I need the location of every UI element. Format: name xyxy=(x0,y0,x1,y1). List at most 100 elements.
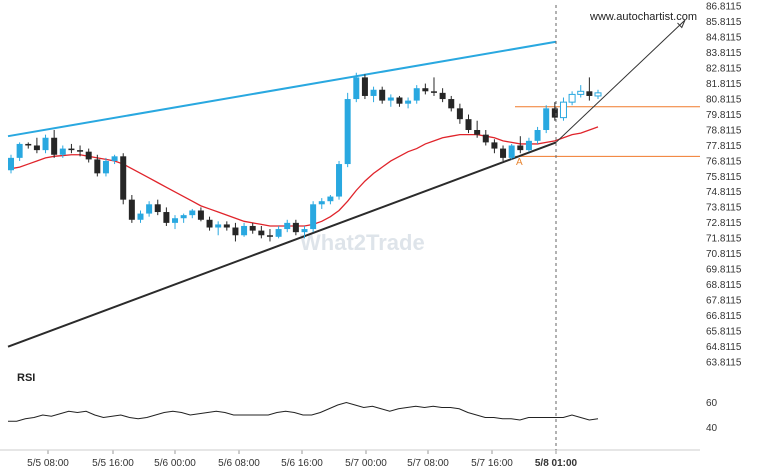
y-tick-label: 63.8115 xyxy=(706,358,742,369)
candle-body xyxy=(517,145,524,151)
y-tick-label: 66.8115 xyxy=(706,311,742,322)
candle-body xyxy=(232,227,239,236)
candle-body xyxy=(68,148,75,151)
candle-body xyxy=(439,92,446,100)
candle-body xyxy=(137,213,144,220)
rsi-tick-label: 60 xyxy=(706,398,718,409)
candle-body xyxy=(586,91,593,96)
x-tick-label: 5/7 08:00 xyxy=(407,458,449,469)
y-tick-label: 84.8115 xyxy=(706,32,742,43)
candle-body xyxy=(301,229,308,233)
candle-body xyxy=(430,91,437,93)
y-tick-label: 79.8115 xyxy=(706,110,742,121)
candle-body xyxy=(448,99,455,109)
y-tick-label: 74.8115 xyxy=(706,187,742,198)
candle-body xyxy=(551,108,558,118)
candle-body xyxy=(500,148,507,158)
candle-body xyxy=(223,224,230,228)
x-tick-label: 5/7 00:00 xyxy=(345,458,387,469)
candle-body xyxy=(172,218,179,223)
candle-body xyxy=(25,143,32,146)
candle-body xyxy=(258,230,265,236)
candle-body xyxy=(266,235,273,237)
candle-body xyxy=(163,212,170,223)
x-tick-label: 5/5 08:00 xyxy=(27,458,69,469)
candle-body xyxy=(111,156,118,161)
y-tick-label: 64.8115 xyxy=(706,342,742,353)
candle-body xyxy=(456,108,463,120)
y-tick-label: 65.8115 xyxy=(706,327,742,338)
candle-body xyxy=(559,101,567,119)
horizontal-levels xyxy=(515,106,700,157)
candle-body xyxy=(120,156,127,200)
candle-body xyxy=(353,77,360,100)
rsi-label: RSI xyxy=(17,372,35,384)
candle-body xyxy=(465,119,472,131)
candle-body xyxy=(8,157,14,171)
x-tick-label: 5/5 16:00 xyxy=(92,458,134,469)
y-tick-label: 78.8115 xyxy=(706,125,742,136)
candle-body xyxy=(318,201,325,205)
pattern-point-label: A xyxy=(516,157,523,168)
source-label: www.autochartist.com xyxy=(589,11,697,23)
candle-body xyxy=(249,225,256,231)
candle-body xyxy=(474,130,481,135)
rsi-panel xyxy=(8,401,599,422)
candle-body xyxy=(189,210,196,216)
y-tick-label: 80.8115 xyxy=(706,94,742,105)
candle-body xyxy=(361,77,368,96)
candle-body xyxy=(85,151,92,160)
y-tick-label: 73.8115 xyxy=(706,203,742,214)
candle-body xyxy=(525,140,532,151)
candle-body xyxy=(422,88,429,92)
candle-body xyxy=(215,224,222,228)
y-tick-label: 72.8115 xyxy=(706,218,742,229)
trend-lines xyxy=(7,19,686,348)
candle-body xyxy=(482,134,489,143)
moving-average xyxy=(10,126,599,227)
watermark: What2Trade xyxy=(300,230,425,255)
candle-body xyxy=(594,92,602,97)
candle-body xyxy=(59,148,66,155)
candle-body xyxy=(146,204,153,214)
y-tick-label: 70.8115 xyxy=(706,249,742,260)
candle-body xyxy=(51,137,58,155)
candle-body xyxy=(379,89,386,101)
y-tick-label: 71.8115 xyxy=(706,234,742,245)
candle-body xyxy=(310,204,317,230)
candle-body xyxy=(94,159,101,174)
x-tick-label: 5/6 16:00 xyxy=(281,458,323,469)
candle-body xyxy=(197,210,204,220)
candle-body xyxy=(154,204,161,213)
x-tick-label: 5/7 16:00 xyxy=(471,458,513,469)
candle-body xyxy=(33,145,40,151)
candles xyxy=(8,72,602,242)
rsi-tick-label: 40 xyxy=(706,423,718,434)
candle-body xyxy=(370,89,377,96)
x-tick-label: 5/6 00:00 xyxy=(154,458,196,469)
candle-body xyxy=(292,222,299,233)
candle-body xyxy=(16,143,23,158)
candle-body xyxy=(405,100,412,104)
y-tick-label: 85.8115 xyxy=(706,17,742,28)
forecast-arrow-line xyxy=(555,19,686,143)
candle-body xyxy=(42,137,49,151)
candle-body xyxy=(387,97,394,101)
candle-body xyxy=(577,90,585,95)
y-tick-label: 77.8115 xyxy=(706,141,742,152)
candle-body xyxy=(180,215,187,219)
y-tick-label: 76.8115 xyxy=(706,156,742,167)
candle-body xyxy=(534,130,541,141)
candle-body xyxy=(102,160,109,174)
candle-body xyxy=(206,219,213,228)
y-tick-label: 67.8115 xyxy=(706,296,742,307)
candle-body xyxy=(77,150,84,152)
candle-body xyxy=(284,222,291,230)
y-tick-label: 69.8115 xyxy=(706,265,742,276)
resistance-line xyxy=(7,40,557,138)
x-tick-label: 5/8 01:00 xyxy=(535,458,578,469)
candle-body xyxy=(327,196,334,202)
y-tick-label: 81.8115 xyxy=(706,79,742,90)
y-tick-label: 82.8115 xyxy=(706,63,742,74)
